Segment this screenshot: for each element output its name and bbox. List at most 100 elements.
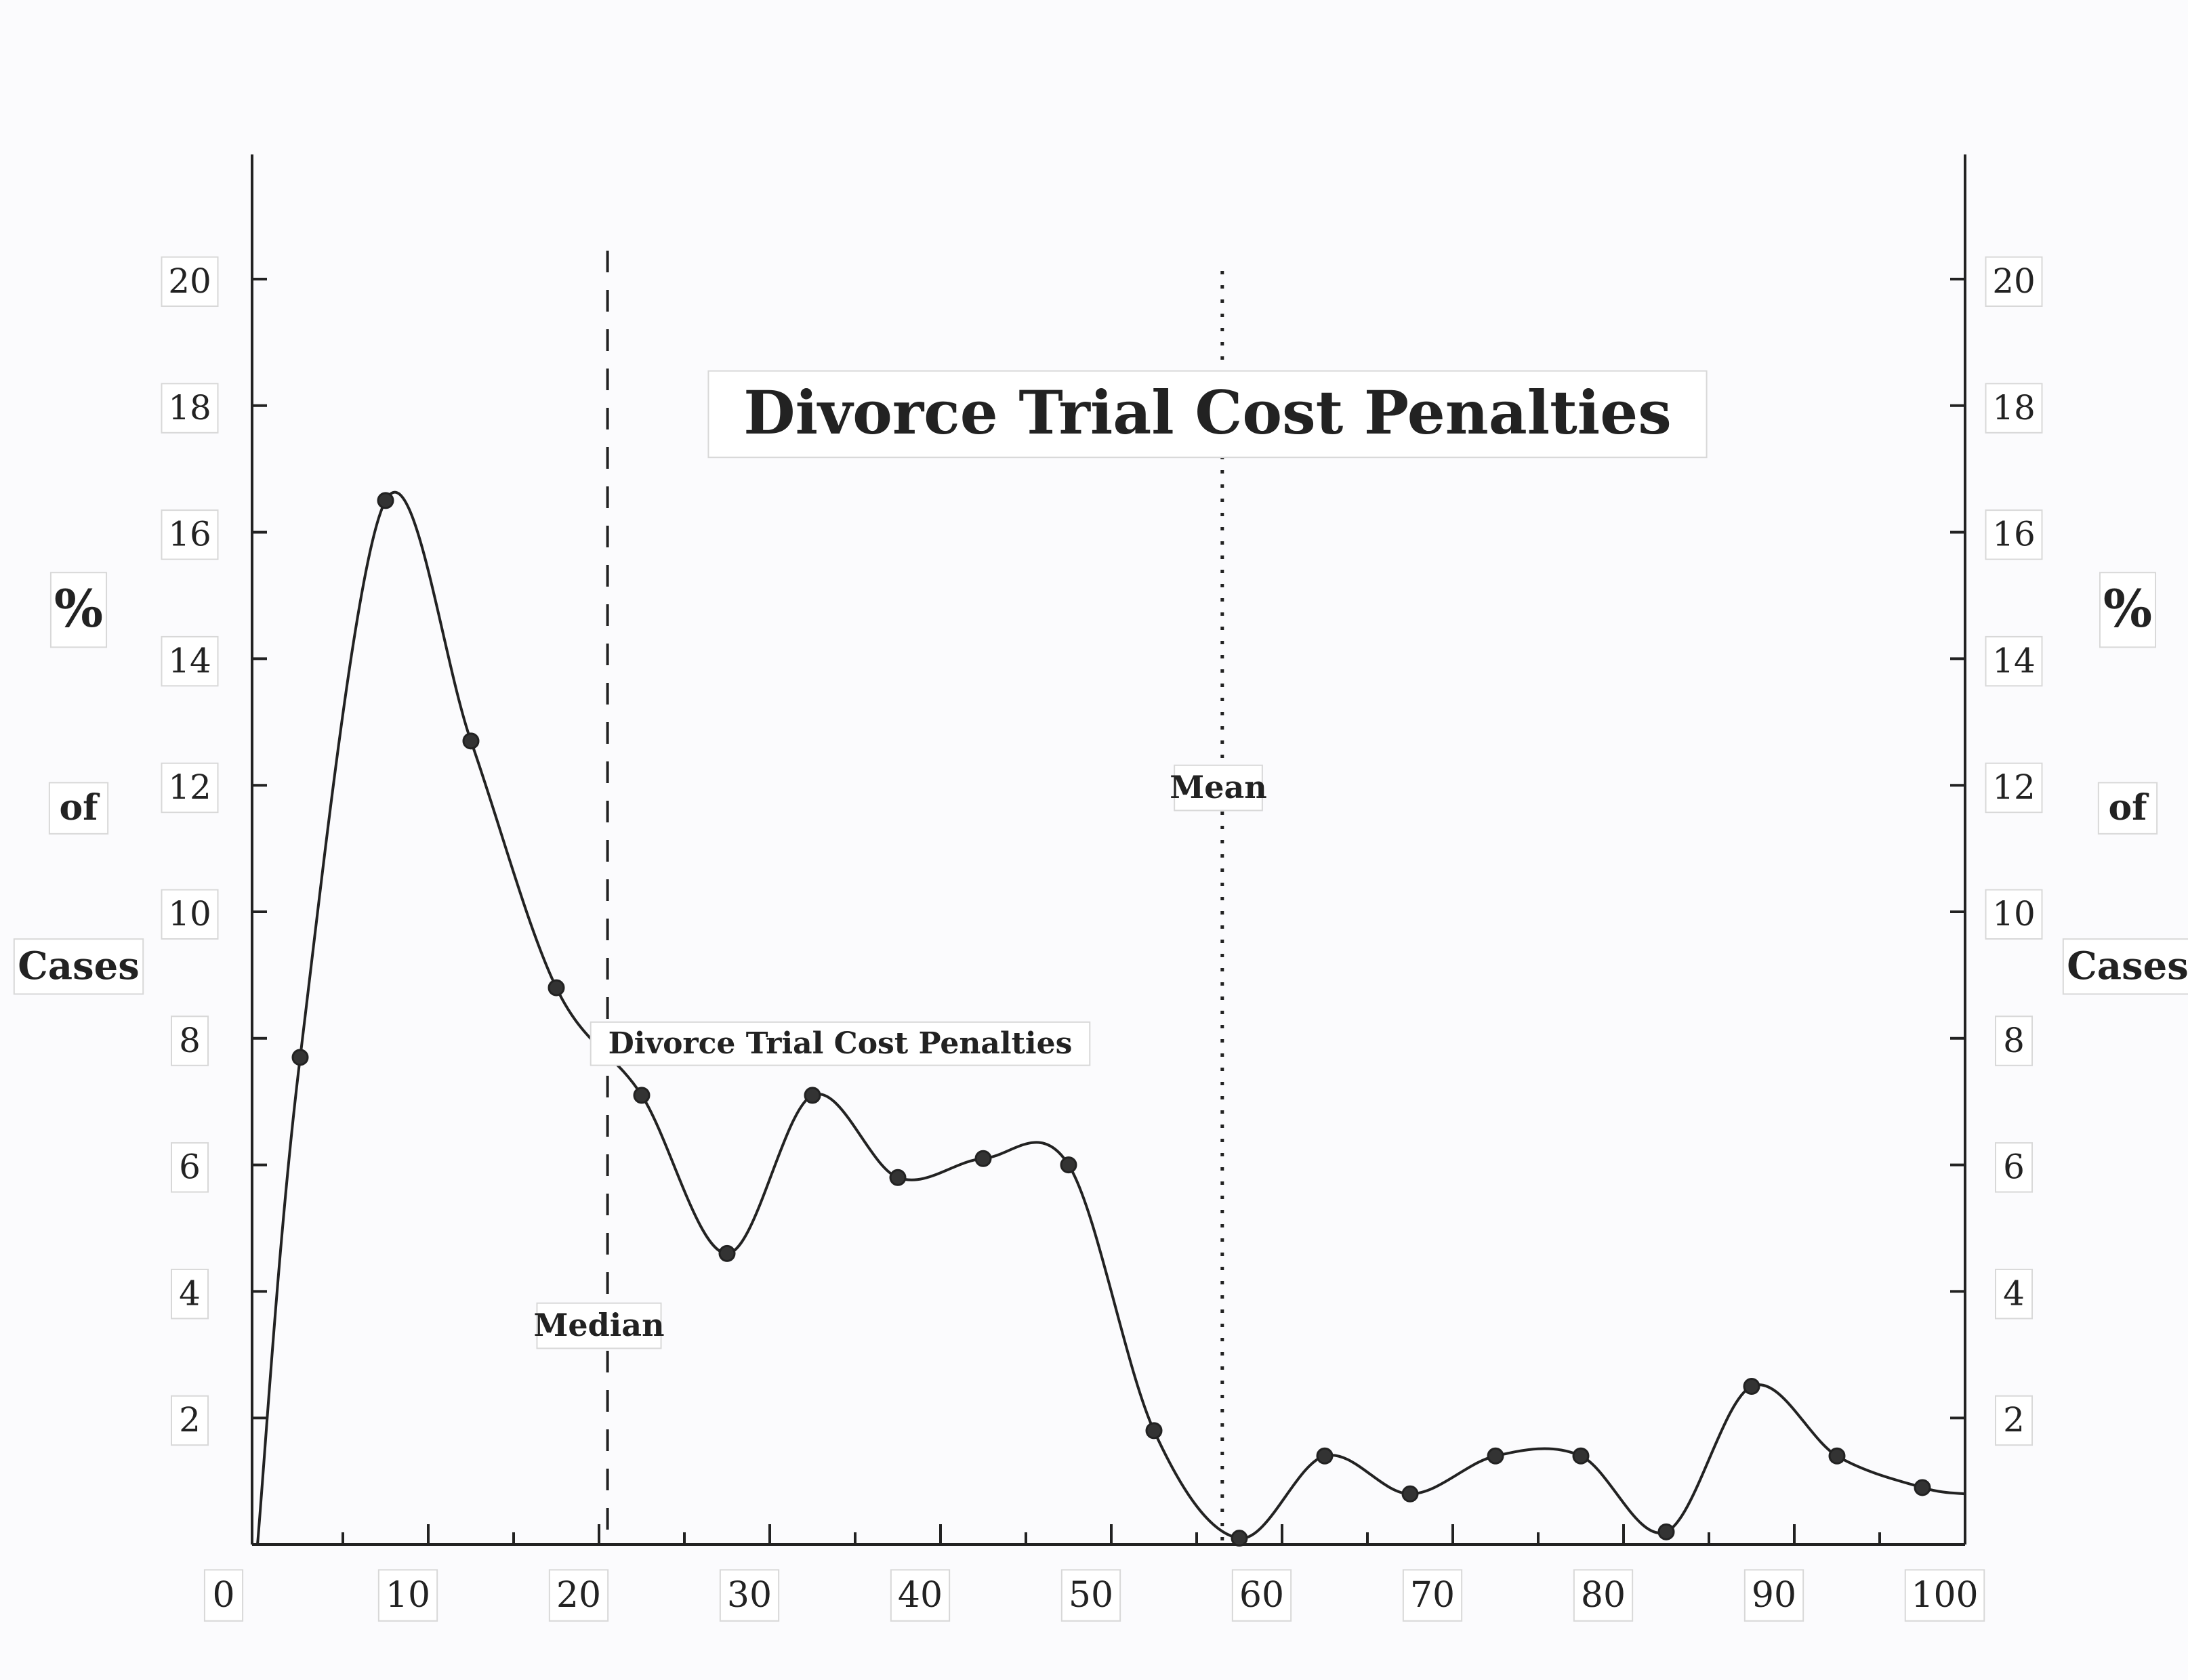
y-tick-label-left-group: 6 — [171, 1142, 209, 1193]
data-point — [377, 492, 394, 509]
data-point — [718, 1244, 736, 1262]
y-tick-label-right-box — [1985, 635, 2043, 687]
x-tick-label: 100 — [1911, 1575, 1978, 1616]
y-tick-label-right-group: 6 — [1995, 1142, 2033, 1193]
x-tick-label-box — [548, 1569, 609, 1622]
series-line — [256, 490, 1966, 1545]
ylabel-left-2-box — [13, 938, 144, 995]
y-tick-label-right-group: 10 — [1985, 889, 2043, 940]
ylabel-left-0: % — [54, 579, 103, 639]
x-tick-label: 70 — [1410, 1575, 1455, 1616]
x-tick-label: 30 — [727, 1575, 772, 1616]
y-tick-label-left-box — [171, 1395, 209, 1446]
x-tick-label-group: 70 — [1402, 1569, 1463, 1622]
y-tick-label-right-box — [1985, 889, 2043, 940]
y-tick-label-left-group: 4 — [171, 1268, 209, 1320]
data-point — [1572, 1447, 1590, 1465]
y-tick-label-left-box — [161, 509, 219, 560]
y-tick-label-left: 20 — [168, 261, 211, 301]
x-tick-label-box — [719, 1569, 780, 1622]
y-tick-label-left-box — [171, 1142, 209, 1193]
ylabel-left-2: Cases — [18, 944, 140, 988]
y-tick-label-right-group: 16 — [1985, 509, 2043, 560]
x-tick-label: 20 — [556, 1575, 601, 1616]
y-tick-label-right-box — [1985, 383, 2043, 434]
y-tick-label-left-box — [171, 1268, 209, 1320]
y-tick-label-right-box — [1985, 509, 2043, 560]
x-tick-label: 90 — [1752, 1575, 1796, 1616]
x-tick-label-box — [1402, 1569, 1463, 1622]
ylabel-left-1-group: of — [48, 782, 109, 835]
x-tick-label: 50 — [1069, 1575, 1113, 1616]
ylabel-left-2-group: Cases — [13, 938, 144, 995]
x-tick-label: 40 — [898, 1575, 943, 1616]
y-tick-label-right-group: 4 — [1995, 1268, 2033, 1320]
y-tick-label-right-box — [1995, 1395, 2033, 1446]
y-tick-label-right: 12 — [1992, 768, 2036, 807]
x-tick-label-group: 30 — [719, 1569, 780, 1622]
data-point — [548, 979, 565, 996]
ylabel-left-1-box — [48, 782, 109, 835]
y-tick-label-right: 4 — [2003, 1274, 2025, 1313]
y-tick-label-right-box — [1995, 1142, 2033, 1193]
y-tick-label-left-group: 12 — [161, 762, 219, 814]
mean-label-box — [1174, 764, 1263, 812]
y-tick-label-right-group: 8 — [1995, 1015, 2033, 1066]
ylabel-left-1: of — [59, 787, 100, 828]
y-tick-label-right: 6 — [2003, 1148, 2025, 1187]
x-tick-label-group: 20 — [548, 1569, 609, 1622]
series-layer — [256, 490, 1966, 1547]
y-tick-label-right: 8 — [2003, 1021, 2025, 1060]
y-tick-label-left-group: 8 — [171, 1015, 209, 1066]
ylabel-right-1-group: of — [2097, 782, 2158, 835]
x-tick-label-box — [1231, 1569, 1292, 1622]
y-tick-label-right-box — [1985, 256, 2043, 307]
x-tick-label-group: 90 — [1743, 1569, 1804, 1622]
axes — [251, 154, 1966, 1546]
y-tick-label-left-group: 20 — [161, 256, 219, 307]
series-label-group: Divorce Trial Cost Penalties — [590, 1021, 1091, 1066]
chart-title-group: Divorce Trial Cost Penalties — [707, 370, 1708, 459]
x-tick-label-box — [1904, 1569, 1985, 1622]
data-point — [1231, 1530, 1248, 1547]
y-tick-label-right: 18 — [1992, 388, 2036, 427]
chart-title-box — [707, 370, 1708, 459]
data-point — [1401, 1485, 1419, 1503]
x-tick-label-box — [1060, 1569, 1121, 1622]
y-tick-label-left: 6 — [179, 1148, 201, 1187]
x-tick-label-box — [1573, 1569, 1634, 1622]
data-point — [1743, 1378, 1760, 1395]
y-tick-label-right: 14 — [1992, 641, 2036, 680]
data-point — [1914, 1479, 1931, 1496]
y-tick-label-left: 12 — [168, 768, 211, 807]
data-point — [1487, 1447, 1504, 1465]
ylabel-right-1: of — [2108, 787, 2149, 828]
x-tick-label-group: 0 — [203, 1569, 244, 1622]
x-tick-label-group: 40 — [890, 1569, 951, 1622]
y-tick-label-left-group: 14 — [161, 635, 219, 687]
x-tick-label-box — [890, 1569, 951, 1622]
mean-label-group: Mean — [1170, 764, 1267, 812]
ylabel-right-2-group: Cases — [2062, 938, 2188, 995]
data-point — [889, 1169, 907, 1186]
data-point — [1657, 1523, 1675, 1540]
median-label-box — [536, 1302, 662, 1349]
x-tick-label-box — [203, 1569, 244, 1622]
y-tick-label-left: 2 — [179, 1400, 201, 1440]
x-tick-label-group: 60 — [1231, 1569, 1292, 1622]
x-tick-label-box — [377, 1569, 438, 1622]
x-tick-label-group: 100 — [1904, 1569, 1985, 1622]
ylabel-right-1-box — [2097, 782, 2158, 835]
y-tick-label-right: 10 — [1992, 894, 2036, 933]
x-tick-label-box — [1743, 1569, 1804, 1622]
y-tick-label-left: 14 — [168, 641, 211, 680]
y-tick-label-left: 16 — [168, 515, 211, 554]
y-tick-label-right-group: 20 — [1985, 256, 2043, 307]
data-point — [974, 1150, 992, 1167]
x-tick-label-group: 50 — [1060, 1569, 1121, 1622]
x-tick-label-group: 80 — [1573, 1569, 1634, 1622]
y-tick-label-left-box — [161, 635, 219, 687]
y-tick-label-left: 18 — [168, 388, 211, 427]
mean-label: Mean — [1170, 769, 1266, 805]
